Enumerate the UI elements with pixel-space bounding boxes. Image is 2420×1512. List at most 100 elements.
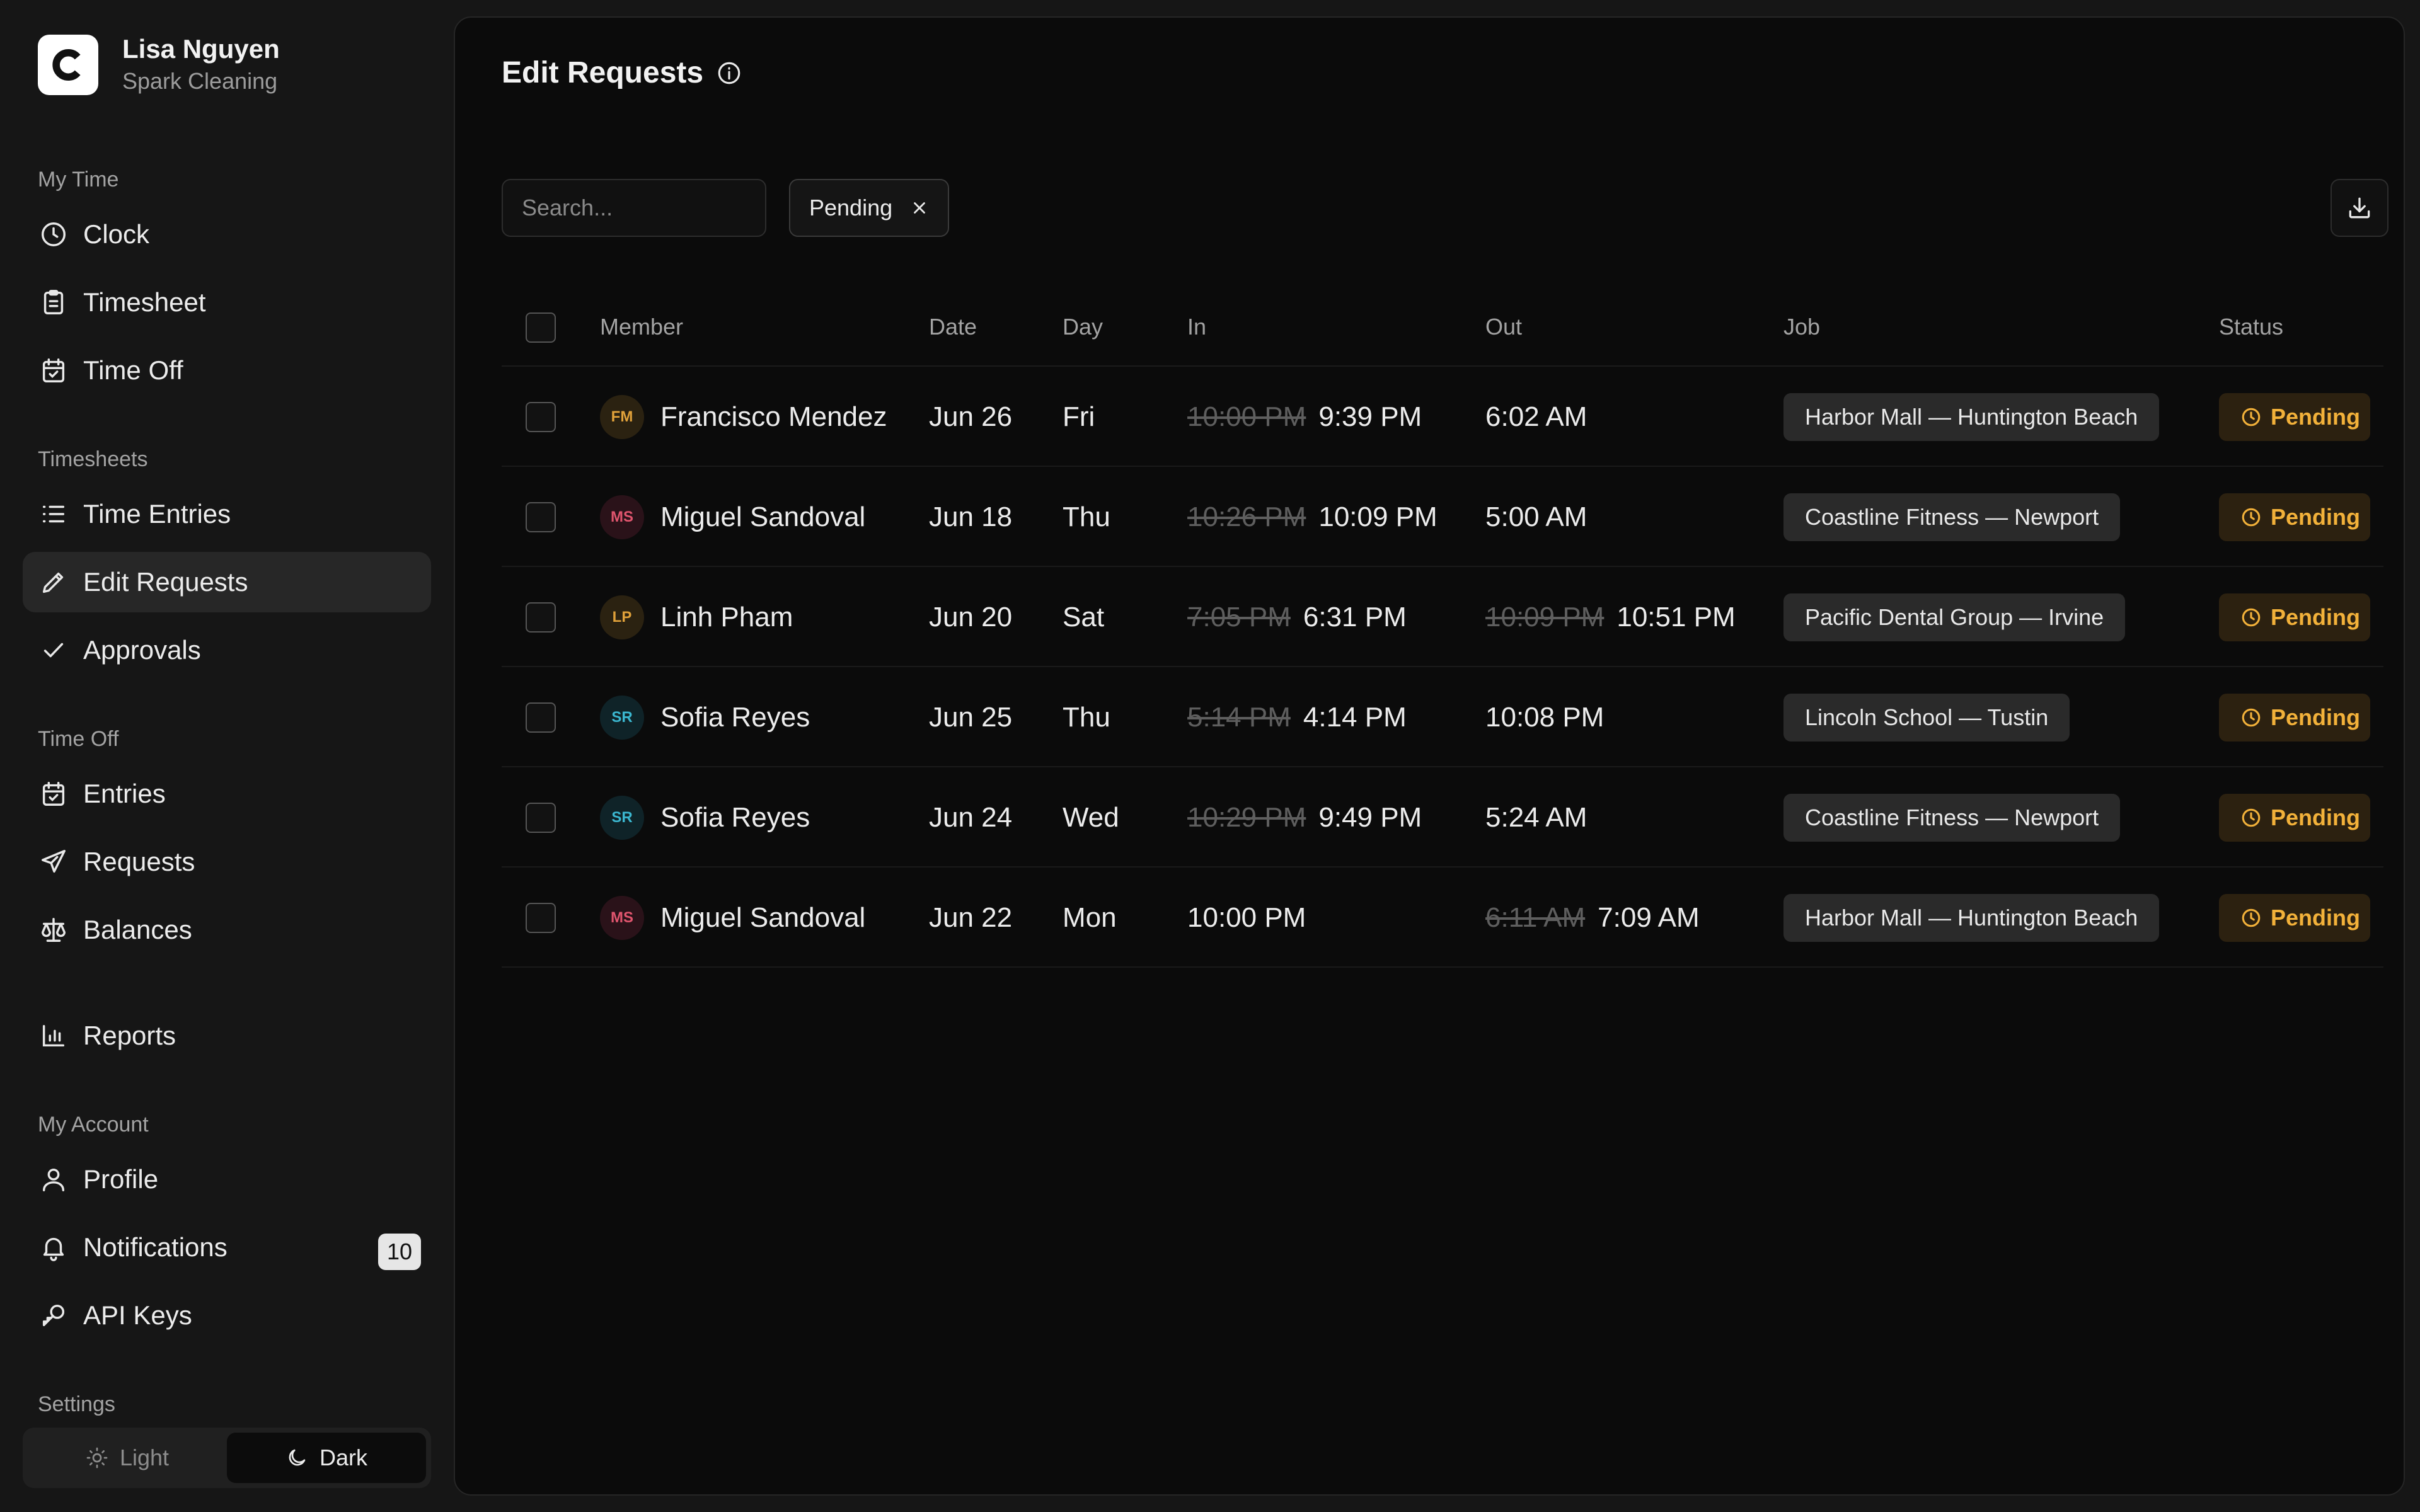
filter-chip-label: Pending [809,195,893,220]
select-all-checkbox[interactable] [526,312,556,343]
table-row[interactable]: MS Miguel Sandoval Jun 18 Thu 10:26 PM 10… [502,467,2383,567]
avatar: SR [600,795,644,840]
sidebar-item-balances[interactable]: Balances [23,900,431,960]
avatar: FM [600,394,644,439]
sidebar-item-timesheet[interactable]: Timesheet [23,272,431,333]
clock-icon [2242,908,2261,927]
job-cell: Harbor Mall — Huntington Beach [1783,367,2160,467]
theme-light-option[interactable]: Light [28,1433,227,1483]
column-header-out[interactable]: Out [1485,314,1523,340]
job-pill: Lincoln School — Tustin [1783,693,2070,742]
sidebar-item-time-off[interactable]: Time Off [23,340,431,401]
table-row[interactable]: FM Francisco Mendez Jun 26 Fri 10:00 PM 9… [502,367,2383,467]
member-cell: SR Sofia Reyes [600,767,810,868]
clock-icon [38,219,69,250]
requested-out-time: 5:24 AM [1485,801,1587,833]
member-cell: FM Francisco Mendez [600,367,887,467]
sidebar-item-edit-requests[interactable]: Edit Requests [23,552,431,612]
sidebar-item-api-keys[interactable]: API Keys [23,1285,431,1346]
column-header-in[interactable]: In [1187,314,1207,340]
theme-dark-option[interactable]: Dark [227,1433,426,1483]
original-out-time: 10:09 PM [1485,601,1605,633]
row-checkbox[interactable] [526,501,556,532]
status-badge: Pending [2219,893,2370,942]
in-cell: 10:29 PM 9:49 PM [1187,767,1422,868]
info-icon[interactable] [716,60,742,86]
table-body: FM Francisco Mendez Jun 26 Fri 10:00 PM 9… [502,367,2383,968]
row-checkbox[interactable] [526,702,556,733]
job-pill: Pacific Dental Group — Irvine [1783,593,2126,641]
section-title-my-account: My Account [38,1113,149,1137]
clock-icon [2242,608,2261,626]
main-panel: Edit Requests Pending Member Date Day In… [454,16,2405,1496]
table-row[interactable]: LP Linh Pham Jun 20 Sat 7:05 PM 6:31 PM 1… [502,567,2383,667]
calendar-check-icon [38,778,69,810]
sidebar-item-label: Edit Requests [83,567,248,597]
sidebar-item-profile[interactable]: Profile [23,1149,431,1210]
clock-icon [2242,508,2261,526]
table-row[interactable]: MS Miguel Sandoval Jun 22 Mon 10:00 PM 6… [502,868,2383,968]
row-checkbox[interactable] [526,802,556,833]
sidebar-item-label: Balances [83,915,192,944]
avatar-initials: SR [611,808,633,826]
avatar-initials: SR [611,708,633,726]
column-header-date[interactable]: Date [929,314,977,340]
table-row[interactable]: SR Sofia Reyes Jun 24 Wed 10:29 PM 9:49 P… [502,767,2383,868]
status-text: Pending [2271,704,2360,730]
page-title-text: Edit Requests [502,56,704,89]
search-input[interactable] [502,179,766,237]
column-header-member[interactable]: Member [600,314,684,340]
sidebar-item-reports[interactable]: Reports [23,1005,431,1066]
original-in-time: 7:05 PM [1187,601,1291,633]
status-cell: Pending [2219,667,2370,767]
sidebar-item-notifications[interactable]: Notifications 10 [23,1217,431,1278]
day-cell: Thu [1063,501,1110,532]
user-icon [38,1164,69,1195]
sidebar-item-requests[interactable]: Requests [23,832,431,892]
org-switcher[interactable]: Lisa Nguyen Spark Cleaning [38,33,280,97]
in-cell: 5:14 PM 4:14 PM [1187,667,1407,767]
scale-icon [38,914,69,946]
sidebar-item-clock[interactable]: Clock [23,204,431,265]
date-cell: Jun 18 [929,501,1013,532]
clock-icon [2242,808,2261,827]
sidebar-item-label: Time Entries [83,499,231,529]
in-cell: 10:26 PM 10:09 PM [1187,467,1438,567]
requested-out-time: 10:08 PM [1485,701,1605,733]
sidebar-item-entries[interactable]: Entries [23,764,431,824]
avatar-initials: LP [612,608,632,626]
column-header-day[interactable]: Day [1063,314,1103,340]
check-icon [38,634,69,666]
job-pill: Harbor Mall — Huntington Beach [1783,392,2160,441]
close-icon[interactable] [910,198,929,217]
original-in-time: 10:26 PM [1187,501,1306,532]
sidebar-item-label: Entries [83,779,166,808]
member-name: Francisco Mendez [660,401,887,432]
sidebar-item-time-entries[interactable]: Time Entries [23,484,431,544]
out-cell: 10:09 PM 10:51 PM [1485,567,1736,667]
filter-chip-pending[interactable]: Pending [789,179,950,237]
date-cell: Jun 22 [929,902,1013,933]
member-cell: MS Miguel Sandoval [600,467,865,567]
out-cell: 6:02 AM [1485,367,1587,467]
member-name: Linh Pham [660,601,793,633]
column-header-job[interactable]: Job [1783,314,1821,340]
row-checkbox[interactable] [526,902,556,933]
job-pill: Harbor Mall — Huntington Beach [1783,893,2160,942]
out-cell: 10:08 PM [1485,667,1604,767]
sidebar-item-approvals[interactable]: Approvals [23,620,431,680]
row-checkbox[interactable] [526,602,556,633]
download-button[interactable] [2331,179,2388,237]
list-icon [38,498,69,530]
table-row[interactable]: SR Sofia Reyes Jun 25 Thu 5:14 PM 4:14 PM… [502,667,2383,767]
job-cell: Coastline Fitness — Newport [1783,767,2121,868]
company-name: Spark Cleaning [122,68,278,94]
out-cell: 6:11 AM 7:09 AM [1485,868,1700,968]
date-cell: Jun 26 [929,401,1013,432]
status-badge: Pending [2219,593,2370,641]
status-badge: Pending [2219,493,2370,541]
status-text: Pending [2271,604,2360,630]
column-header-status[interactable]: Status [2219,314,2284,340]
sidebar-item-label: Approvals [83,635,201,665]
row-checkbox[interactable] [526,401,556,432]
